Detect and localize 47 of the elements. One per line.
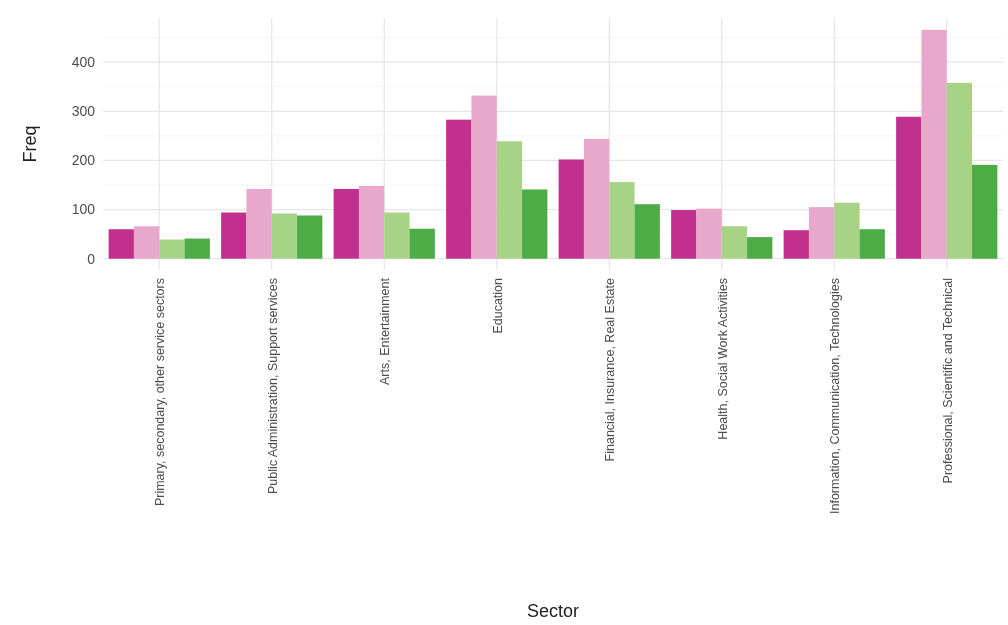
x-tick-label: Education: [490, 277, 505, 334]
bar: [896, 116, 922, 259]
bar: [583, 138, 610, 259]
bar: [246, 188, 272, 259]
bar: [921, 29, 947, 259]
bar: [271, 213, 298, 259]
x-tick-label: Primary, secondary, other service sectors: [153, 278, 168, 507]
x-tick-label: Health, Social Work Activities: [715, 278, 730, 440]
bar: [634, 204, 660, 259]
bar: [184, 238, 210, 259]
bar: [783, 230, 809, 259]
bar: [696, 208, 722, 259]
bar: [972, 164, 998, 259]
bar: [108, 229, 134, 259]
bar: [609, 182, 635, 259]
bar: [333, 188, 359, 259]
x-tick-label: Professional, Scientific and Technical: [940, 278, 955, 484]
bar: [721, 226, 748, 259]
bar: [297, 215, 323, 259]
x-tick-label: Information, Communication, Technologies: [828, 278, 843, 515]
bar: [808, 207, 835, 259]
bar: [558, 159, 584, 259]
x-tick-label: Financial, Insurance, Real Estate: [603, 277, 618, 462]
bar: [946, 82, 973, 259]
bar: [133, 226, 160, 259]
bar: [358, 186, 385, 259]
bar: [446, 119, 472, 259]
bar: [834, 202, 860, 259]
y-tick-label: 100: [71, 201, 96, 218]
y-tick-label: 400: [71, 54, 96, 71]
bar: [522, 189, 548, 259]
y-axis-title: Freq: [20, 125, 40, 163]
bar: [221, 212, 247, 259]
y-tick-label: 200: [71, 152, 96, 169]
bar: [496, 141, 523, 259]
bar: [747, 237, 773, 259]
bar: [671, 210, 697, 259]
bar: [859, 229, 885, 259]
x-tick-label: Public Administration, Support services: [265, 278, 280, 495]
y-tick-label: 0: [87, 250, 96, 267]
bar: [471, 95, 497, 259]
x-axis-title: Sector: [526, 601, 580, 621]
bar: [384, 212, 410, 259]
bar: [159, 239, 185, 259]
bar: [409, 228, 435, 259]
y-tick-label: 300: [71, 103, 96, 120]
x-tick-label: Arts, Entertainment: [378, 277, 393, 385]
